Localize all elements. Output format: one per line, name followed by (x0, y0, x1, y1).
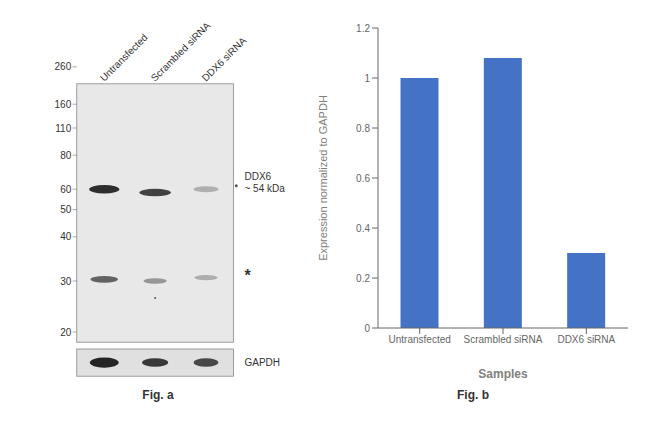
svg-text:Samples: Samples (478, 367, 528, 381)
svg-text:Expression normalized to GAPDH: Expression normalized to GAPDH (317, 95, 329, 261)
html-text:Fig. a: Fig. a (142, 388, 174, 402)
svg-text:DDX6 siRNA: DDX6 siRNA (200, 35, 249, 84)
svg-text:260: 260 (55, 61, 72, 72)
svg-text:*: * (245, 267, 252, 284)
svg-text:0.2: 0.2 (356, 273, 370, 284)
svg-text:160: 160 (55, 99, 72, 110)
svg-text:40: 40 (60, 231, 72, 242)
svg-text:GAPDH: GAPDH (245, 357, 281, 368)
svg-text:0: 0 (364, 323, 370, 334)
svg-text:Scrambled siRNA: Scrambled siRNA (464, 334, 543, 345)
svg-text:1.2: 1.2 (356, 23, 370, 34)
svg-text:Untransfected: Untransfected (98, 32, 150, 84)
svg-text:1: 1 (364, 73, 370, 84)
svg-text:Scrambled siRNA: Scrambled siRNA (148, 19, 213, 84)
svg-text:60: 60 (60, 184, 72, 195)
html-text:Fig. b: Fig. b (457, 388, 489, 402)
svg-text:110: 110 (55, 123, 71, 134)
svg-text:80: 80 (60, 150, 72, 161)
svg-text:Untransfected: Untransfected (389, 334, 451, 345)
svg-text:0.8: 0.8 (356, 123, 370, 134)
svg-text:50: 50 (60, 204, 72, 215)
svg-text:DDX6 siRNA: DDX6 siRNA (557, 334, 615, 345)
svg-text:20: 20 (60, 327, 72, 338)
svg-text:DDX6~ 54 kDa: DDX6~ 54 kDa (245, 171, 286, 194)
svg-text:30: 30 (60, 276, 72, 287)
svg-text:0.6: 0.6 (356, 173, 370, 184)
svg-text:0.4: 0.4 (356, 223, 370, 234)
